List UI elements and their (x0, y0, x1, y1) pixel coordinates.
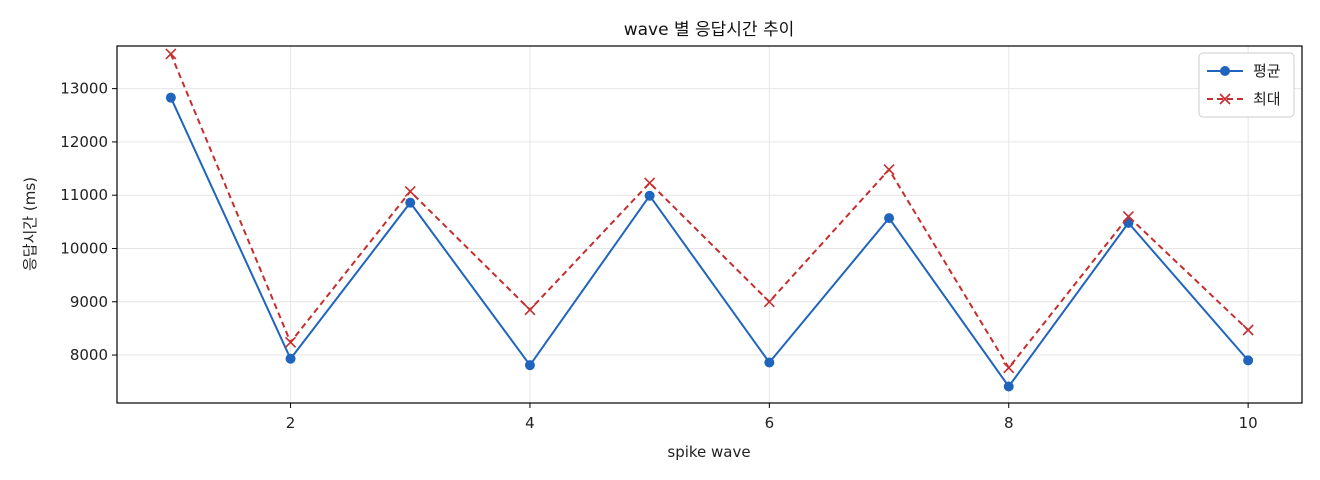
data-point (284, 336, 297, 348)
data-point (524, 360, 535, 371)
y-tick-label: 9000 (70, 293, 108, 311)
data-point (1003, 381, 1014, 392)
x-tick-label: 8 (1004, 414, 1014, 432)
y-tick-label: 13000 (60, 80, 108, 98)
legend-item-avg: 평균 (1207, 62, 1281, 80)
data-point (1122, 210, 1135, 223)
data-point (763, 296, 775, 308)
legend-label-avg: 평균 (1253, 62, 1281, 80)
y-tick-label: 11000 (60, 186, 108, 204)
series-line (169, 53, 1249, 369)
x-tick-label: 4 (525, 414, 535, 432)
x-tick-label: 6 (765, 414, 775, 432)
x-tick-label: 2 (286, 414, 296, 432)
legend-marker-max (1219, 93, 1231, 105)
data-point (405, 197, 416, 208)
legend-label-max: 최대 (1253, 90, 1281, 108)
y-tick-label: 10000 (60, 239, 108, 257)
data-point (1243, 355, 1254, 366)
data-point (883, 164, 895, 176)
data-point (524, 304, 536, 316)
legend: 평균 최대 (1198, 52, 1295, 118)
y-tick-label: 8000 (70, 346, 108, 364)
y-axis-label: 응답시간 (ms) (21, 177, 39, 271)
x-axis-label: spike wave (667, 443, 750, 461)
plot-frame (116, 45, 1303, 404)
data-point (644, 177, 656, 189)
series-avg (165, 92, 1254, 392)
data-point (165, 92, 176, 103)
data-point (285, 353, 296, 364)
legend-item-max: 최대 (1207, 90, 1281, 108)
data-point (1003, 362, 1015, 374)
series-max (165, 48, 1254, 374)
series-layer (165, 48, 1254, 392)
y-tick-label: 12000 (60, 133, 108, 151)
data-point (644, 190, 655, 201)
data-point (404, 185, 416, 198)
data-point (165, 48, 177, 60)
chart-title: wave 별 응답시간 추이 (624, 20, 795, 40)
x-tick-label: 10 (1239, 414, 1258, 432)
legend-marker-avg (1220, 66, 1230, 76)
grid-lines (117, 46, 1302, 403)
axis-ticks: 2 4 6 8 10 8000 9000 10000 11000 12000 13000 (60, 80, 1257, 432)
series-line (169, 97, 1249, 388)
data-point (764, 357, 775, 368)
data-point (884, 213, 895, 224)
data-point (1242, 324, 1254, 336)
